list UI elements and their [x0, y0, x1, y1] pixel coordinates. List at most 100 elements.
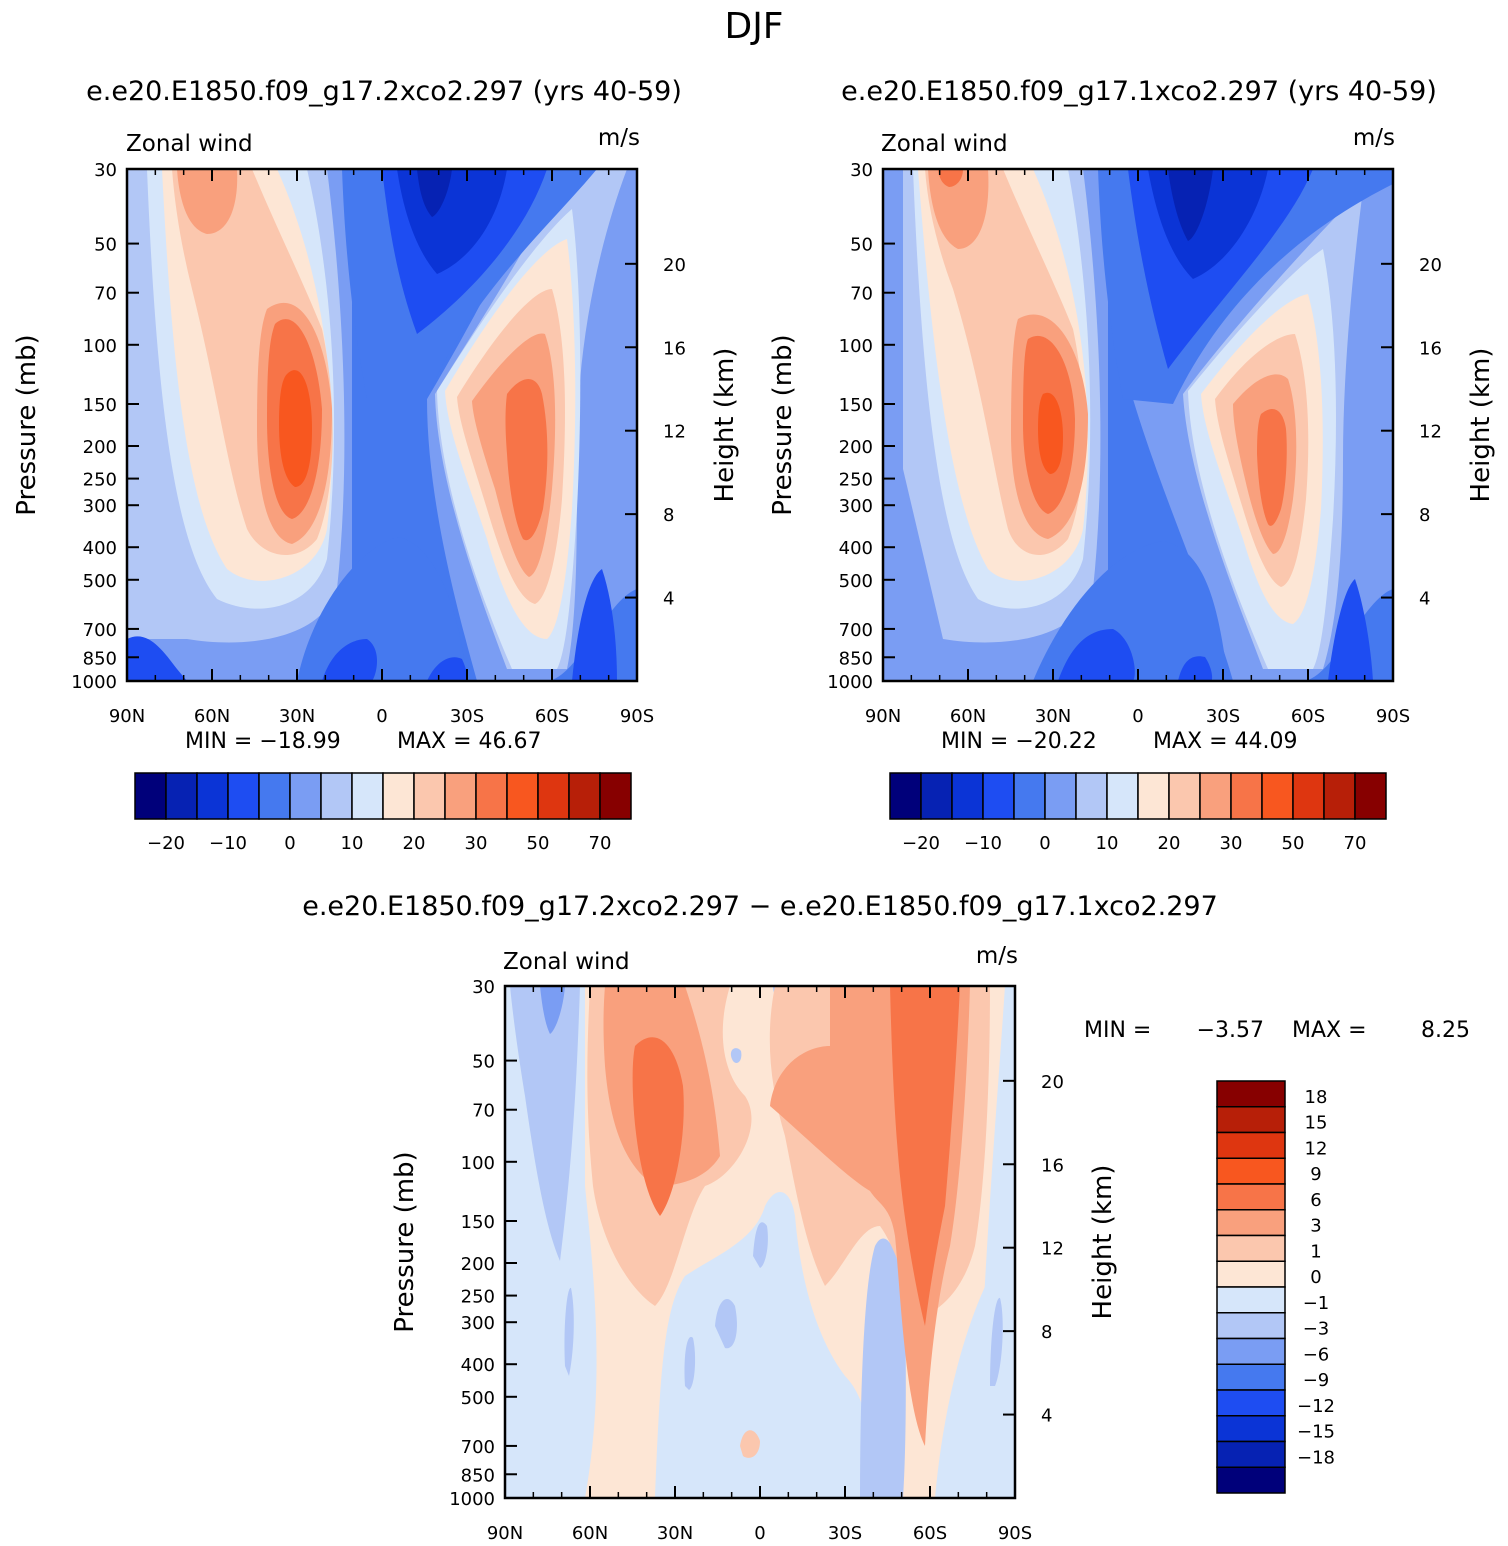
- colorbar-swatch: [382, 772, 415, 820]
- y-tick-label: 300: [83, 496, 117, 517]
- y-tick-label: 30: [472, 977, 495, 998]
- colorbar-swatch: [1013, 772, 1046, 820]
- diff-neg-right: [935, 1236, 1015, 1498]
- jet-s-35: [505, 379, 548, 541]
- colorbar-swatch: [1216, 1363, 1286, 1391]
- colorbar-label: 20: [1158, 833, 1181, 854]
- colorbar-swatch: [1216, 1466, 1286, 1494]
- colorbar-swatch: [258, 772, 291, 820]
- colorbar-swatch: [1216, 1337, 1286, 1365]
- colorbar-swatch: [1292, 772, 1325, 820]
- strat-neg-18: [1168, 169, 1213, 241]
- y-tick-label: 400: [839, 538, 873, 559]
- sfc-neg-a: [297, 537, 467, 681]
- panel-left-title: e.e20.E1850.f09_g17.2xco2.297 (yrs 40-59…: [86, 76, 682, 107]
- y-tick-label: 50: [94, 235, 117, 256]
- colorbar-swatch: [1216, 1415, 1286, 1443]
- x-tick-label: 60S: [535, 706, 569, 727]
- y-tick-label: 150: [839, 395, 873, 416]
- y-tick-label: 850: [839, 648, 873, 669]
- y2-tick-label: 4: [663, 589, 674, 610]
- colorbar-swatch: [1199, 772, 1232, 820]
- panel-diff-colorbar: 18 15 12 9 6 3 1 0 −1 −3 −6 −9 −12 −15 −18: [1216, 1080, 1335, 1494]
- x-tick-label: 30N: [657, 1523, 693, 1544]
- panel-right-colorbar: −20 −10 0 10 20 30 50 70: [889, 772, 1387, 854]
- colorbar-swatch: [599, 772, 632, 820]
- sfc-neg-c: [1178, 656, 1213, 681]
- panel-right: e.e20.E1850.f09_g17.1xco2.297 (yrs 40-59…: [841, 76, 1437, 854]
- colorbar-swatch: [320, 772, 353, 820]
- colorbar-label: 0: [1039, 833, 1050, 854]
- y-tick-label: 100: [839, 336, 873, 357]
- x-tick-label: 90N: [109, 706, 145, 727]
- colorbar-label: −1: [1303, 1293, 1330, 1314]
- jet-n-25: [928, 169, 989, 249]
- panel-diff-min-label: MIN =: [1084, 1018, 1151, 1043]
- y-axis-title: Pressure (mb): [12, 334, 42, 515]
- colorbar-swatch: [1216, 1157, 1286, 1185]
- colorbar-swatch: [1216, 1209, 1286, 1237]
- panel-left-plot: [127, 169, 637, 681]
- colorbar-swatch: [1075, 772, 1108, 820]
- y-tick-label: 200: [839, 437, 873, 458]
- colorbar-label: 12: [1305, 1138, 1328, 1159]
- colorbar-label: −10: [964, 833, 1002, 854]
- colorbar-swatch: [351, 772, 384, 820]
- panel-right-variable: Zonal wind: [881, 131, 1008, 157]
- y-tick-label: 50: [472, 1052, 495, 1073]
- colorbar-label: −20: [147, 833, 185, 854]
- colorbar-swatch: [1216, 1106, 1286, 1134]
- y-tick-label: 700: [839, 620, 873, 641]
- colorbar-swatch: [1044, 772, 1077, 820]
- sfc-neg-d: [572, 569, 617, 681]
- y2-tick-label: 16: [663, 338, 686, 359]
- x-tick-label: 0: [754, 1523, 765, 1544]
- colorbar-label: 6: [1310, 1190, 1321, 1211]
- x-tick-label: 60N: [194, 706, 230, 727]
- jet-n-cap: [938, 169, 963, 187]
- diff-neg-small-2: [715, 1298, 737, 1349]
- panel-right-plot: [883, 169, 1393, 681]
- panel-right-units: m/s: [1353, 125, 1395, 151]
- colorbar-swatch: [1216, 1286, 1286, 1314]
- diff-neg-mid: [655, 1192, 869, 1498]
- colorbar-swatch: [165, 772, 198, 820]
- y-tick-label: 300: [461, 1313, 495, 1334]
- y-tick-label: 300: [839, 496, 873, 517]
- y-axis-title: Pressure (mb): [390, 1151, 420, 1332]
- colorbar-swatch: [1168, 772, 1201, 820]
- sfc-neg-d: [1328, 579, 1373, 681]
- y-tick-label: 150: [83, 395, 117, 416]
- jet-n-40: [1038, 392, 1063, 474]
- sfc-neg-b: [322, 639, 377, 681]
- colorbar-label: −20: [902, 833, 940, 854]
- x-tick-label: 30S: [828, 1523, 862, 1544]
- colorbar-swatch: [1230, 772, 1263, 820]
- colorbar-label: 9: [1310, 1164, 1321, 1185]
- colorbar-label: −3: [1303, 1319, 1330, 1340]
- jet-s-35: [1257, 409, 1287, 526]
- colorbar-label: 18: [1305, 1087, 1328, 1108]
- colorbar-swatch: [1216, 1440, 1286, 1468]
- panel-diff-max-label: MAX =: [1292, 1018, 1367, 1043]
- panel-diff-units: m/s: [976, 943, 1018, 969]
- panel-diff-max-value: 8.25: [1421, 1018, 1470, 1043]
- panel-diff-variable: Zonal wind: [503, 949, 630, 975]
- colorbar-swatch: [1216, 1183, 1286, 1211]
- x-tick-label: 0: [1132, 706, 1143, 727]
- colorbar-label: 70: [589, 833, 612, 854]
- colorbar-swatch: [1261, 772, 1294, 820]
- y-tick-label: 1000: [449, 1489, 495, 1510]
- y-tick-label: 850: [461, 1465, 495, 1486]
- x-tick-label: 30N: [1035, 706, 1071, 727]
- y2-tick-label: 16: [1041, 1155, 1064, 1176]
- diff-neg-small-4: [684, 1336, 696, 1390]
- colorbar-label: 20: [403, 833, 426, 854]
- y-axis-title: Pressure (mb): [768, 334, 798, 515]
- axes-layer: 90N 60N 30N 0 30S 60S 90S305070100150200250300…: [12, 160, 1496, 1544]
- x-tick-label: 90S: [1376, 706, 1410, 727]
- y-tick-label: 400: [461, 1355, 495, 1376]
- colorbar-label: 0: [1310, 1267, 1321, 1288]
- panel-diff-plot: [505, 986, 1015, 1498]
